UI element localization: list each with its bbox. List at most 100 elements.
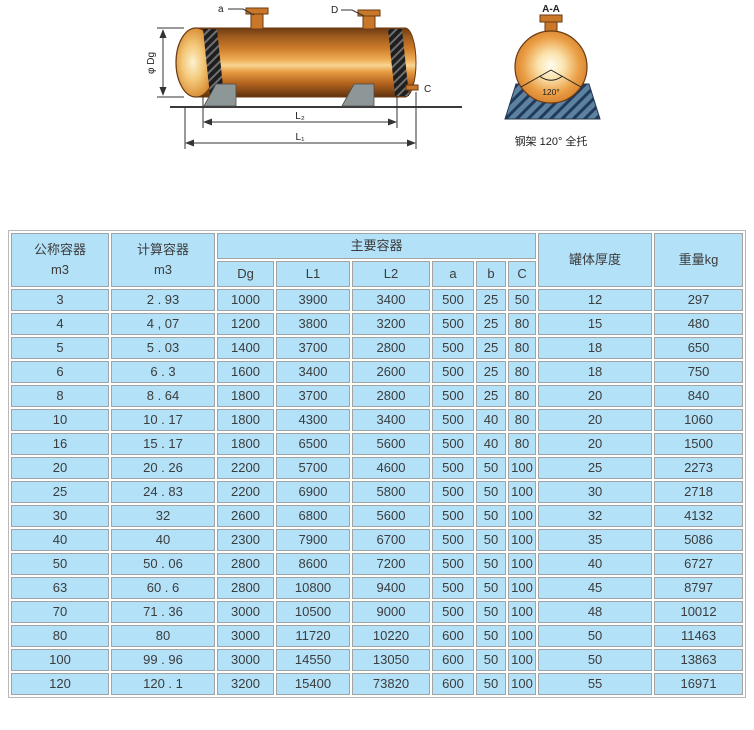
table-cell: 750 [654, 361, 744, 383]
nozzle-d [357, 9, 381, 30]
table-cell: 500 [432, 505, 474, 527]
table-cell: 2600 [352, 361, 430, 383]
table-cell: 650 [654, 337, 744, 359]
table-row: 10 10 . 17 1800 4300 3400 500 40 80 20 1060 [11, 409, 744, 431]
table-cell: 2273 [654, 457, 744, 479]
table-cell: 50 [476, 673, 506, 695]
table-cell: 5086 [654, 529, 744, 551]
table-cell: 40 [476, 409, 506, 431]
table-cell: 2300 [217, 529, 274, 551]
table-cell: 18 [538, 361, 653, 383]
table-cell: 50 [476, 625, 506, 647]
table-cell: 20 [11, 457, 109, 479]
header-nominal-volume-title: 公称容器 [33, 242, 86, 257]
table-cell: 40 [538, 553, 653, 575]
table-cell: 11463 [654, 625, 744, 647]
header-nominal-volume-unit: m3 [50, 262, 70, 277]
table-cell: 20 [538, 433, 653, 455]
table-cell: 2800 [352, 385, 430, 407]
table-cell: 8 . 64 [111, 385, 215, 407]
table-cell: 35 [538, 529, 653, 551]
leader-a [228, 8, 255, 16]
table-cell: 1500 [654, 433, 744, 455]
table-cell: 100 [508, 649, 537, 671]
table-cell: 3 [11, 289, 109, 311]
table-cell: 2800 [217, 577, 274, 599]
table-cell: 500 [432, 577, 474, 599]
header-c: C [508, 261, 537, 287]
table-cell: 6800 [276, 505, 350, 527]
table-cell: 3900 [276, 289, 350, 311]
table-cell: 30 [538, 481, 653, 503]
header-main-dimensions-group: 主要容器 [217, 233, 537, 259]
table-cell: 80 [111, 625, 215, 647]
header-a: a [432, 261, 474, 287]
table-cell: 10 . 17 [111, 409, 215, 431]
table-cell: 50 [476, 649, 506, 671]
table-cell: 25 [476, 385, 506, 407]
table-cell: 1800 [217, 433, 274, 455]
table-row: 80 80 3000 11720 10220 600 50 100 50 11463 [11, 625, 744, 647]
table-cell: 297 [654, 289, 744, 311]
table-cell: 500 [432, 313, 474, 335]
table-cell: 100 [508, 457, 537, 479]
table-cell: 10012 [654, 601, 744, 623]
table-row: 70 71 . 36 3000 10500 9000 500 50 100 48 10012 [11, 601, 744, 623]
table-row: 16 15 . 17 1800 6500 5600 500 40 80 20 1500 [11, 433, 744, 455]
table-cell: 80 [508, 385, 537, 407]
table-cell: 25 [476, 289, 506, 311]
dim-l2 [202, 96, 398, 128]
table-cell: 3700 [276, 337, 350, 359]
table-cell: 500 [432, 457, 474, 479]
table-cell: 73820 [352, 673, 430, 695]
dim-l1-label: L₁ [296, 132, 306, 143]
table-cell: 55 [538, 673, 653, 695]
table-cell: 4600 [352, 457, 430, 479]
table-row: 25 24 . 83 2200 6900 5800 500 50 100 30 2718 [11, 481, 744, 503]
table-cell: 50 [476, 481, 506, 503]
table-cell: 100 [508, 505, 537, 527]
table-cell: 4 [11, 313, 109, 335]
table-cell: 50 [476, 577, 506, 599]
table-cell: 600 [432, 625, 474, 647]
section-title: A-A [542, 4, 560, 15]
table-cell: 2200 [217, 481, 274, 503]
table-cell: 6 [11, 361, 109, 383]
table-cell: 7200 [352, 553, 430, 575]
dim-diameter-label: φ Dg [146, 52, 157, 74]
table-cell: 50 [538, 625, 653, 647]
table-cell: 100 [508, 577, 537, 599]
table-cell: 6700 [352, 529, 430, 551]
table-cell: 16 [11, 433, 109, 455]
table-cell: 9400 [352, 577, 430, 599]
table-cell: 50 [476, 601, 506, 623]
table-row: 63 60 . 6 2800 10800 9400 500 50 100 45 8797 [11, 577, 744, 599]
table-cell: 8 [11, 385, 109, 407]
table-cell: 1000 [217, 289, 274, 311]
table-cell: 24 . 83 [111, 481, 215, 503]
table-cell: 4300 [276, 409, 350, 431]
table-cell: 4132 [654, 505, 744, 527]
table-cell: 10800 [276, 577, 350, 599]
table-cell: 18 [538, 337, 653, 359]
saddle-angle-label: 120° [542, 87, 560, 97]
table-cell: 40 [11, 529, 109, 551]
table-cell: 13050 [352, 649, 430, 671]
table-cell: 3000 [217, 601, 274, 623]
drain-label: C [424, 84, 431, 95]
table-cell: 50 [508, 289, 537, 311]
table-cell: 3400 [352, 409, 430, 431]
table-row: 50 50 . 06 2800 8600 7200 500 50 100 40 6727 [11, 553, 744, 575]
table-cell: 840 [654, 385, 744, 407]
table-cell: 600 [432, 673, 474, 695]
table-cell: 50 . 06 [111, 553, 215, 575]
table-cell: 80 [508, 337, 537, 359]
table-cell: 2200 [217, 457, 274, 479]
table-cell: 11720 [276, 625, 350, 647]
dim-l2-label: L₂ [295, 111, 305, 122]
table-cell: 500 [432, 361, 474, 383]
table-cell: 500 [432, 385, 474, 407]
table-cell: 1060 [654, 409, 744, 431]
